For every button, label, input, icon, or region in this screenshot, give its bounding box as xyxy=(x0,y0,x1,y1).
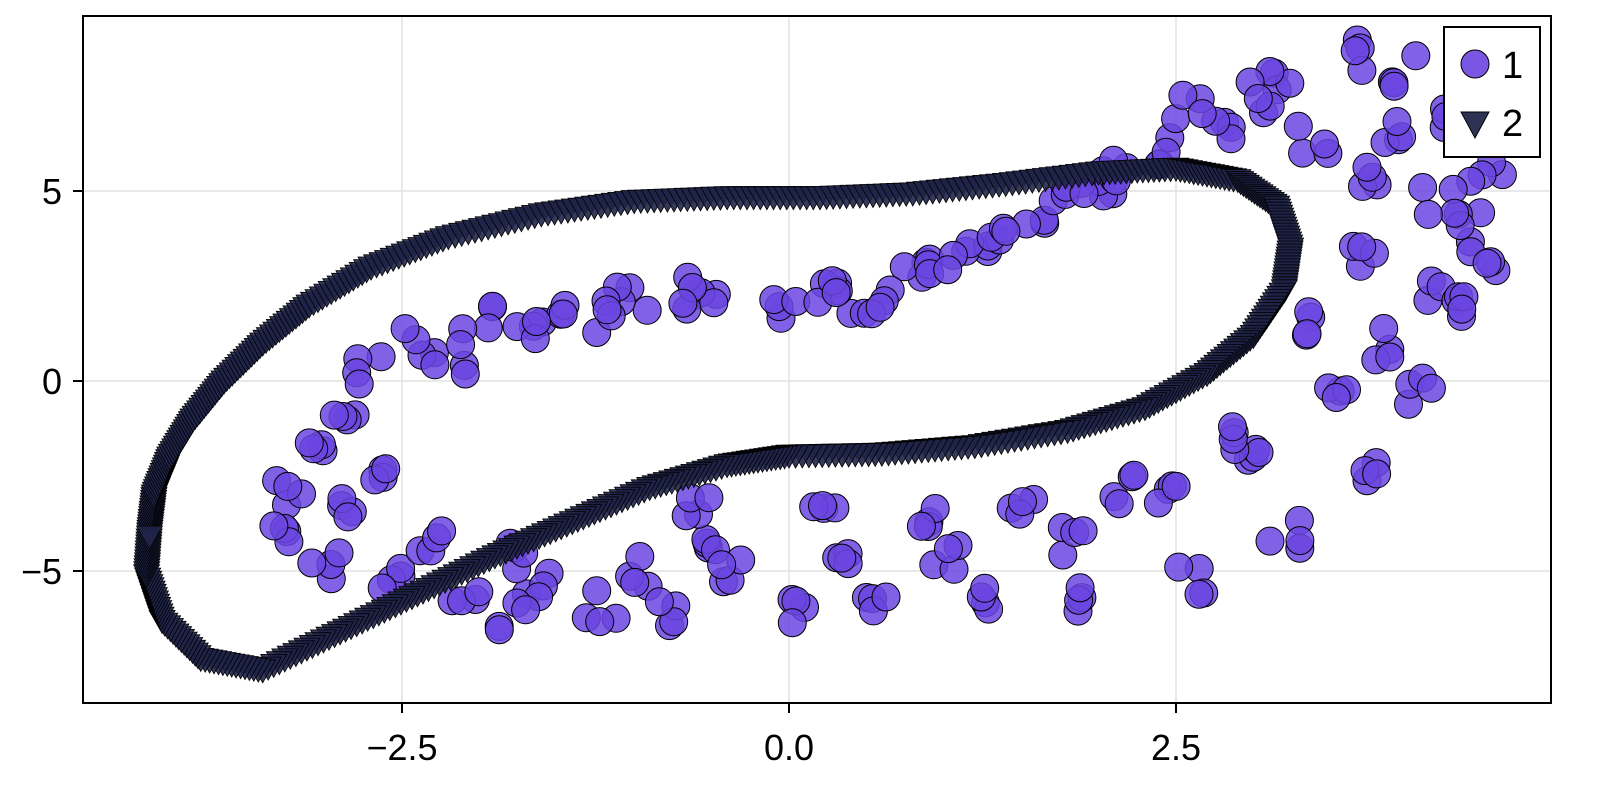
data-point-circle xyxy=(319,400,349,430)
data-point-circle xyxy=(420,350,450,380)
x-tick-label: 0.0 xyxy=(764,727,814,768)
data-point-circle xyxy=(707,550,737,580)
data-point-circle xyxy=(446,330,476,360)
data-point-circle xyxy=(427,516,457,546)
data-point-circle xyxy=(1440,198,1470,228)
data-point-circle xyxy=(386,553,416,583)
data-point-circle xyxy=(1285,526,1315,556)
data-point-circle xyxy=(1218,412,1247,442)
data-point-circle xyxy=(1243,84,1273,113)
data-point-triangle xyxy=(135,525,164,550)
data-point-circle xyxy=(1352,152,1382,182)
data-point-circle xyxy=(1347,232,1377,262)
data-point-circle xyxy=(1104,489,1134,519)
grid-lines xyxy=(83,16,1551,703)
data-point-circle xyxy=(1255,526,1285,556)
data-point-circle xyxy=(620,567,650,597)
legend-label-1: 1 xyxy=(1502,45,1523,87)
data-point-circle xyxy=(1292,319,1322,349)
data-point-circle xyxy=(592,295,622,325)
data-point-circle xyxy=(1379,71,1409,101)
data-point-circle xyxy=(644,587,674,617)
data-point-circle xyxy=(1413,199,1443,229)
data-point-circle xyxy=(585,607,615,637)
data-point-circle xyxy=(450,359,480,389)
data-point-circle xyxy=(1382,107,1412,136)
data-point-circle xyxy=(344,369,374,399)
data-point-circle xyxy=(1310,129,1339,159)
data-point-circle xyxy=(1184,579,1214,609)
data-point-circle xyxy=(473,313,503,343)
data-point-circle xyxy=(1008,487,1037,517)
series-1-circles xyxy=(259,25,1517,645)
y-axis xyxy=(73,190,83,572)
data-point-circle xyxy=(871,582,901,612)
y-tick-label: 0 xyxy=(42,361,62,402)
data-point-circle xyxy=(1321,383,1351,412)
data-point-circle xyxy=(1244,438,1274,467)
data-point-circle xyxy=(1065,573,1095,603)
data-point-circle xyxy=(865,292,895,322)
series-2-triangles xyxy=(132,157,1305,684)
data-point-circle xyxy=(1447,294,1477,324)
data-point-circle xyxy=(259,511,289,541)
data-point-circle xyxy=(1119,460,1149,490)
data-point-circle xyxy=(1369,314,1399,343)
data-point-circle xyxy=(1362,459,1392,489)
triangle-down-marker-icon xyxy=(1460,111,1490,140)
legend-label-2: 2 xyxy=(1502,103,1523,145)
data-point-circle xyxy=(1168,80,1198,110)
data-point-circle xyxy=(991,216,1021,246)
data-point-circle xyxy=(1340,36,1370,66)
data-point-circle xyxy=(297,548,327,578)
x-tick-label: −2.5 xyxy=(366,727,437,768)
data-point-circle xyxy=(1068,516,1098,546)
data-point-circle xyxy=(1401,41,1431,71)
data-point-circle xyxy=(390,314,420,344)
data-point-circle xyxy=(1283,111,1313,141)
data-point-circle xyxy=(906,511,936,541)
data-point-circle xyxy=(333,502,363,532)
data-point-circle xyxy=(273,471,303,501)
data-point-circle xyxy=(808,491,837,521)
data-point-circle xyxy=(659,607,689,637)
data-point-circle xyxy=(668,288,698,318)
legend-box xyxy=(1443,26,1541,158)
data-point-circle xyxy=(548,299,578,329)
data-point-circle xyxy=(625,542,655,571)
data-point-circle xyxy=(1416,373,1446,403)
data-point-circle xyxy=(933,534,963,564)
x-tick-label: 2.5 xyxy=(1151,727,1201,768)
x-axis xyxy=(401,703,1177,713)
data-point-circle xyxy=(484,615,514,645)
data-point-circle xyxy=(632,295,662,325)
data-point-circle xyxy=(827,543,857,573)
data-point-circle xyxy=(582,576,612,606)
legend: 1 2 xyxy=(1443,26,1541,158)
data-point-circle xyxy=(821,278,851,308)
data-point-circle xyxy=(511,595,541,625)
y-tick-label: 5 xyxy=(42,171,62,212)
y-tick-label: −5 xyxy=(21,551,62,592)
circle-marker-icon xyxy=(1460,49,1490,79)
data-point-circle xyxy=(464,577,494,607)
data-point-circle xyxy=(777,608,807,638)
data-point-circle xyxy=(1164,552,1194,582)
data-point-circle xyxy=(1161,471,1191,501)
plot-frame xyxy=(82,15,1552,704)
data-point-circle xyxy=(371,454,401,484)
data-point-circle xyxy=(970,573,1000,603)
data-point-circle xyxy=(1408,173,1438,202)
data-point-circle xyxy=(522,307,551,336)
data-point-circle xyxy=(294,428,324,458)
data-point-circle xyxy=(694,483,724,513)
data-point-circle xyxy=(324,538,354,568)
data-point-circle xyxy=(933,255,963,285)
data-point-circle xyxy=(1375,342,1405,372)
data-point-circle xyxy=(1187,99,1217,129)
data-point-circle xyxy=(1472,248,1502,278)
